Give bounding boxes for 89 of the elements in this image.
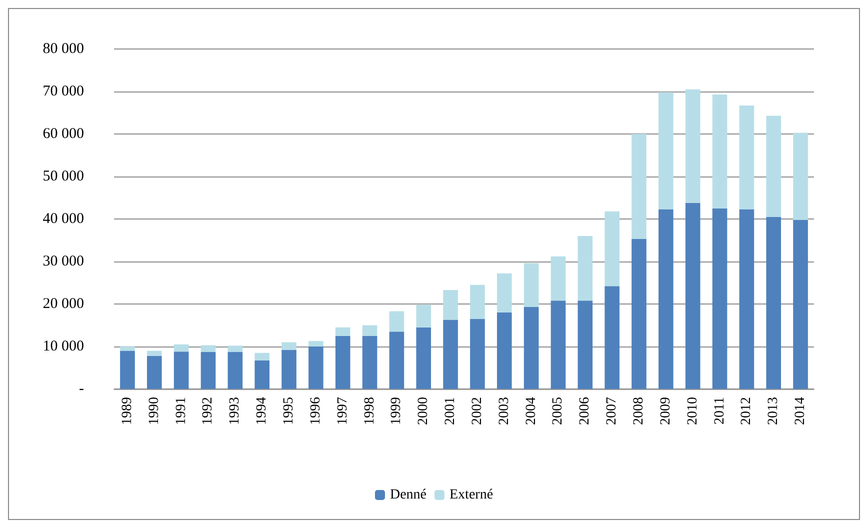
x-tick-label: 1991 <box>174 397 189 425</box>
y-tick-label: 50 000 <box>42 168 84 184</box>
bar <box>200 352 216 389</box>
legend-label: Denné <box>390 488 427 502</box>
bar <box>712 94 728 208</box>
x-tick-label: 2005 <box>550 397 566 425</box>
bar <box>254 352 270 361</box>
x-tick-label: 1992 <box>200 397 216 425</box>
bar <box>362 336 378 389</box>
bar <box>604 211 620 286</box>
y-tick-label: 20 000 <box>42 296 84 312</box>
bar <box>335 336 350 389</box>
x-tick-label: 1997 <box>335 397 350 425</box>
bar <box>550 300 566 389</box>
bar <box>443 290 458 320</box>
bar <box>389 311 404 332</box>
bar <box>685 202 700 389</box>
bar <box>120 350 135 389</box>
bar <box>174 352 189 389</box>
bar <box>632 134 646 239</box>
x-tick-label: 1999 <box>389 397 404 425</box>
bar <box>282 350 296 389</box>
bar <box>766 116 782 217</box>
x-tick-label: 2010 <box>685 397 700 425</box>
x-tick-label: 2002 <box>470 397 485 425</box>
x-tick-label: 1998 <box>362 397 378 425</box>
x-tick-label: 2014 <box>793 397 808 425</box>
x-tick-label: 1989 <box>120 397 135 425</box>
bar <box>470 284 485 319</box>
bar <box>658 209 674 389</box>
y-tick-label: 70 000 <box>42 84 84 100</box>
x-tick-label: 2009 <box>658 397 674 425</box>
bar <box>470 318 485 389</box>
y-tick-label: 30 000 <box>42 254 84 270</box>
bar <box>120 346 135 351</box>
bar <box>254 360 270 389</box>
bar <box>228 352 243 389</box>
y-tick-label: 40 000 <box>42 211 84 227</box>
x-tick-label: 2008 <box>632 397 646 425</box>
bar <box>658 92 674 210</box>
x-tick-label: 2012 <box>739 397 754 425</box>
bar <box>416 304 432 328</box>
bar <box>308 340 324 346</box>
bar <box>496 273 512 312</box>
bar <box>335 327 350 336</box>
bar <box>282 342 296 350</box>
x-tick-label: 2007 <box>604 397 620 425</box>
x-tick-label: 2006 <box>578 397 593 425</box>
legend-label: Externé <box>450 488 494 502</box>
bar <box>712 208 728 389</box>
bar <box>389 332 404 389</box>
x-tick-label: 2004 <box>524 397 539 425</box>
bar <box>550 256 566 301</box>
bar <box>766 216 782 389</box>
bar <box>496 312 512 389</box>
bar <box>416 327 432 389</box>
bar <box>524 263 539 307</box>
x-tick-label: 1990 <box>146 397 162 425</box>
bar <box>739 209 754 389</box>
bar <box>308 346 324 389</box>
bar <box>578 300 593 389</box>
bar <box>578 236 593 301</box>
x-tick-label: 1993 <box>228 397 243 425</box>
bar <box>174 344 189 352</box>
x-tick-label: 2003 <box>496 397 512 425</box>
bar <box>632 238 646 389</box>
bar <box>228 346 243 352</box>
y-tick-label: 60 000 <box>42 126 84 142</box>
x-tick-label: 2000 <box>416 397 432 425</box>
x-tick-label: 2011 <box>712 397 728 424</box>
bar <box>443 320 458 389</box>
bar <box>685 89 700 203</box>
x-tick-label: 1996 <box>308 397 324 425</box>
bar <box>793 132 808 220</box>
bar <box>604 286 620 389</box>
x-tick-label: 1994 <box>254 397 270 425</box>
bar <box>200 345 216 352</box>
bar <box>793 220 808 389</box>
x-tick-label: 2001 <box>443 397 458 425</box>
y-tick-label: 10 000 <box>42 338 84 354</box>
y-tick-label: - <box>79 381 84 397</box>
bar <box>739 106 754 210</box>
bar <box>524 306 539 389</box>
x-tick-label: 1995 <box>282 397 296 425</box>
bar <box>146 350 162 356</box>
bar <box>146 356 162 389</box>
bar <box>362 325 378 336</box>
y-tick-label: 80 000 <box>42 41 84 57</box>
x-tick-label: 2013 <box>766 397 782 425</box>
